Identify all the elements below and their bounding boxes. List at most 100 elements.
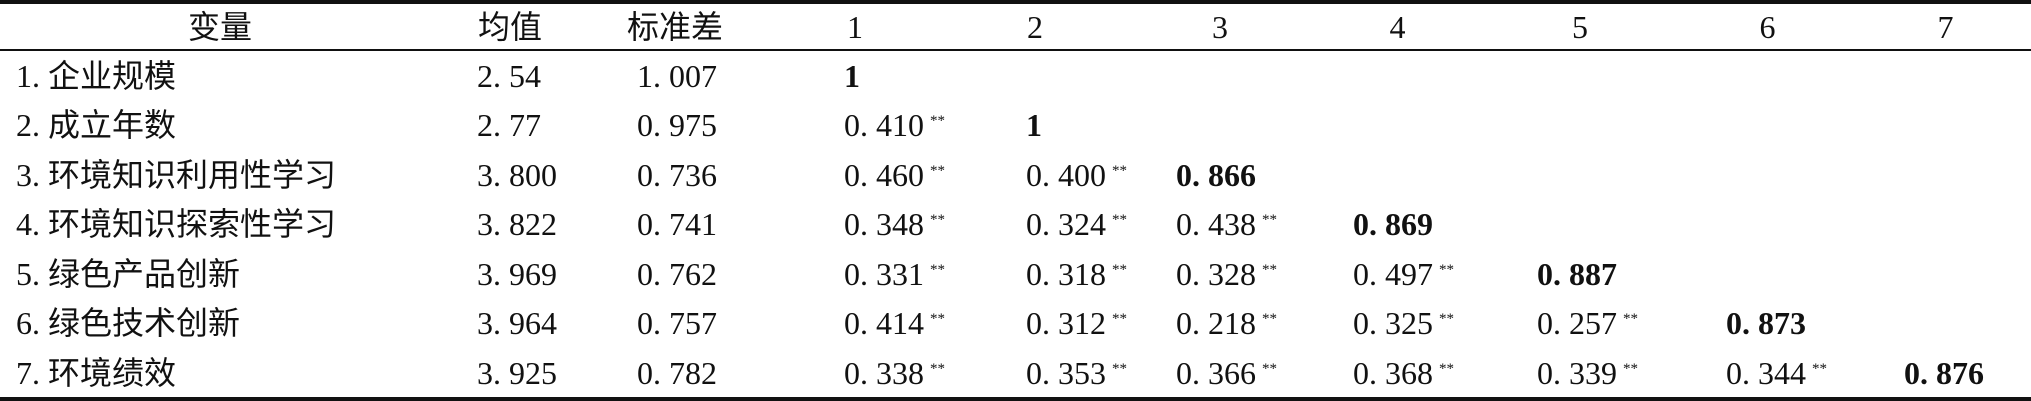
std-dev-value: 0. 782 (637, 354, 717, 391)
correlation-value: 0. 344 (1726, 354, 1806, 391)
row-label: 4. 环境知识探索性学习 (16, 206, 337, 243)
row-label: 7. 环境绩效 (16, 354, 177, 391)
significance-marker: ** (1439, 360, 1454, 377)
std-dev-value: 0. 975 (637, 107, 717, 144)
correlation-value: 0. 325 (1353, 305, 1433, 342)
significance-marker: ** (1112, 261, 1127, 278)
table-row: 1. 企业规模 2. 54 1. 007 1 (0, 51, 2031, 101)
significance-marker: ** (1439, 311, 1454, 328)
correlation-cell: 0. 324 ** (940, 208, 1130, 240)
significance-marker: ** (930, 162, 945, 179)
correlation-value: 0. 869 (1353, 206, 1433, 243)
header-col-6: 6 (1759, 8, 1776, 45)
correlation-cell: 0. 218 ** (1130, 307, 1310, 339)
row-label: 1. 企业规模 (16, 57, 177, 94)
header-variable: 变量 (187, 8, 252, 45)
significance-marker: ** (1112, 311, 1127, 328)
correlation-cell: 0. 344 ** (1675, 357, 1860, 389)
header-col-5: 5 (1572, 8, 1588, 45)
correlation-cell: 0. 368 ** (1310, 357, 1485, 389)
bottom-rule (0, 397, 2031, 401)
row-label: 6. 绿色技术创新 (16, 305, 241, 342)
significance-marker: ** (1812, 360, 1827, 377)
correlation-value: 0. 218 (1176, 305, 1256, 342)
table-row: 2. 成立年数 2. 77 0. 975 0. 410 ** 1 (0, 101, 2031, 151)
correlation-cell: 1 (940, 109, 1130, 141)
correlation-cell: 0. 873 (1675, 307, 1860, 339)
significance-marker: ** (1623, 360, 1638, 377)
correlation-value: 1 (844, 57, 860, 94)
correlation-value: 0. 331 (844, 255, 924, 292)
significance-marker: ** (930, 261, 945, 278)
correlation-cell: 0. 312 ** (940, 307, 1130, 339)
correlation-cell: 0. 460 ** (770, 159, 945, 191)
significance-marker: ** (1262, 311, 1277, 328)
correlation-cell: 0. 410 ** (770, 109, 945, 141)
header-col-2: 2 (1027, 8, 1043, 45)
row-label: 2. 成立年数 (16, 107, 177, 144)
correlation-value: 0. 348 (844, 206, 924, 243)
correlation-cell: 0. 366 ** (1130, 357, 1310, 389)
significance-marker: ** (930, 212, 945, 229)
table-row: 5. 绿色产品创新 3. 969 0. 762 0. 331 ** 0. 318 ** 0. … (0, 249, 2031, 299)
mean-value: 2. 54 (477, 57, 541, 94)
header-mean: 均值 (477, 8, 542, 45)
correlation-cell: 0. 318 ** (940, 258, 1130, 290)
table-row: 6. 绿色技术创新 3. 964 0. 757 0. 414 ** 0. 312 ** 0. … (0, 299, 2031, 349)
significance-marker: ** (1439, 261, 1454, 278)
significance-marker: ** (1262, 261, 1277, 278)
correlation-value: 0. 438 (1176, 206, 1256, 243)
correlation-value: 0. 338 (844, 354, 924, 391)
table-body: 1. 企业规模 2. 54 1. 007 1 2. 成立年数 2. 77 0. 975 0. … (0, 51, 2031, 398)
std-dev-value: 1. 007 (637, 57, 717, 94)
correlation-cell: 0. 339 ** (1485, 357, 1675, 389)
table-row: 3. 环境知识利用性学习 3. 800 0. 736 0. 460 ** 0. 400 **… (0, 150, 2031, 200)
correlation-value: 0. 414 (844, 305, 924, 342)
std-dev-value: 0. 757 (637, 305, 717, 342)
correlation-value: 0. 873 (1726, 305, 1806, 342)
significance-marker: ** (930, 113, 945, 130)
mean-value: 3. 925 (477, 354, 557, 391)
correlation-cell: 0. 353 ** (940, 357, 1130, 389)
correlation-cell: 0. 887 (1485, 258, 1675, 290)
significance-marker: ** (1112, 162, 1127, 179)
correlation-value: 0. 368 (1353, 354, 1433, 391)
correlation-value: 0. 876 (1904, 354, 1984, 391)
header-rule (0, 49, 2031, 51)
correlation-cell: 0. 348 ** (770, 206, 945, 243)
significance-marker: ** (1623, 311, 1638, 328)
header-col-1: 1 (847, 8, 863, 45)
correlation-value: 0. 353 (1026, 354, 1106, 391)
correlation-cell: 0. 869 (1310, 208, 1485, 240)
significance-marker: ** (930, 360, 945, 377)
mean-value: 2. 77 (477, 107, 541, 144)
correlation-value: 0. 366 (1176, 354, 1256, 391)
mean-value: 3. 964 (477, 305, 557, 342)
correlation-value: 0. 887 (1537, 255, 1617, 292)
table-row: 4. 环境知识探索性学习 3. 822 0. 741 0. 348 ** 0. 324 **… (0, 200, 2031, 250)
correlation-value: 0. 324 (1026, 206, 1106, 243)
correlation-cell: 0. 876 (1860, 357, 2031, 389)
correlation-cell: 0. 338 ** (770, 354, 945, 391)
correlation-value: 0. 339 (1537, 354, 1617, 391)
correlation-cell: 0. 325 ** (1310, 307, 1485, 339)
table-row: 7. 环境绩效 3. 925 0. 782 0. 338 ** 0. 353 ** 0. 36… (0, 348, 2031, 398)
row-label: 3. 环境知识利用性学习 (16, 156, 337, 193)
correlation-cell: 0. 328 ** (1130, 258, 1310, 290)
std-dev-value: 0. 762 (637, 255, 717, 292)
correlation-cell: 0. 438 ** (1130, 208, 1310, 240)
significance-marker: ** (1112, 360, 1127, 377)
correlation-value: 0. 312 (1026, 305, 1106, 342)
correlation-cell: 0. 257 ** (1485, 307, 1675, 339)
significance-marker: ** (930, 311, 945, 328)
correlation-cell: 0. 414 ** (770, 305, 945, 342)
significance-marker: ** (1262, 212, 1277, 229)
correlation-cell: 0. 866 (1130, 159, 1310, 191)
correlation-value: 0. 257 (1537, 305, 1617, 342)
correlation-cell: 0. 400 ** (940, 159, 1130, 191)
std-dev-value: 0. 741 (637, 206, 717, 243)
correlation-cell: 0. 497 ** (1310, 258, 1485, 290)
std-dev-value: 0. 736 (637, 156, 717, 193)
table-header: 变量 均值 标准差 1 2 3 4 5 6 7 (0, 4, 2031, 49)
